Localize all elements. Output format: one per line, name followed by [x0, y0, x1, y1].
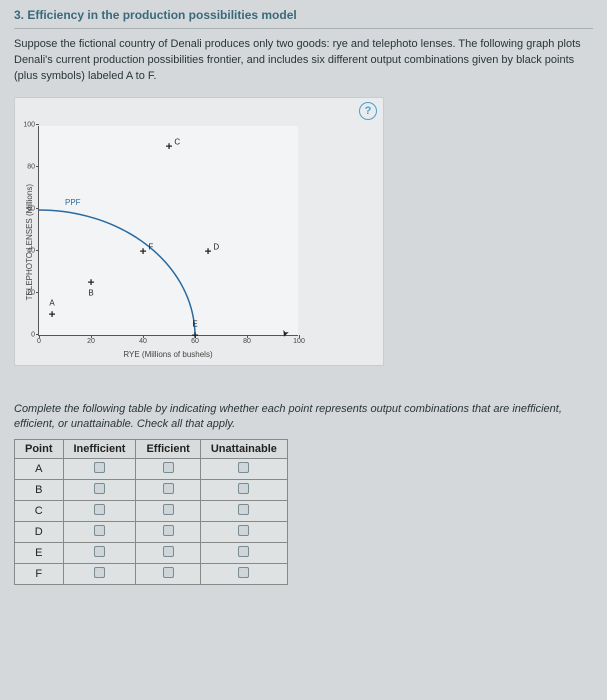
checkbox-cell: [63, 563, 136, 584]
y-tick-label: 80: [27, 163, 39, 170]
chart-inner: TELEPHOTO LENSES (Millions) ➤ 0204060801…: [25, 108, 373, 359]
checkbox[interactable]: [238, 504, 249, 515]
checkbox-cell: [200, 500, 287, 521]
row-point-label: D: [15, 521, 64, 542]
x-tick-mark: [247, 335, 248, 338]
checkbox[interactable]: [163, 546, 174, 557]
answer-table: PointInefficientEfficientUnattainable AB…: [14, 439, 288, 585]
table-row: F: [15, 563, 288, 584]
checkbox[interactable]: [163, 504, 174, 515]
y-tick-mark: [36, 166, 39, 167]
checkbox[interactable]: [163, 525, 174, 536]
y-tick-label: 20: [27, 289, 39, 296]
ppf-label: PPF: [65, 198, 81, 207]
checkbox-cell: [200, 521, 287, 542]
row-point-label: F: [15, 563, 64, 584]
ppf-curve: [39, 126, 299, 336]
checkbox[interactable]: [94, 462, 105, 473]
checkbox[interactable]: [163, 462, 174, 473]
checkbox-cell: [136, 500, 200, 521]
checkbox[interactable]: [163, 483, 174, 494]
checkbox-cell: [63, 479, 136, 500]
y-tick-label: 40: [27, 247, 39, 254]
question-title: 3. Efficiency in the production possibil…: [14, 8, 593, 29]
checkbox-cell: [200, 458, 287, 479]
table-col-header: Unattainable: [200, 439, 287, 458]
table-body: ABCDEF: [15, 458, 288, 584]
y-tick-mark: [36, 208, 39, 209]
checkbox[interactable]: [238, 462, 249, 473]
checkbox[interactable]: [238, 567, 249, 578]
checkbox[interactable]: [94, 525, 105, 536]
y-tick-label: 60: [27, 205, 39, 212]
plot-column: ➤ 020406080100020406080100PPF+A+B+C+D+E+…: [38, 126, 298, 359]
y-axis-label: TELEPHOTO LENSES (Millions): [25, 184, 34, 300]
row-point-label: B: [15, 479, 64, 500]
table-header-row: PointInefficientEfficientUnattainable: [15, 439, 288, 458]
y-tick-mark: [36, 124, 39, 125]
table-row: D: [15, 521, 288, 542]
checkbox[interactable]: [238, 525, 249, 536]
row-point-label: A: [15, 458, 64, 479]
question-body: Suppose the fictional country of Denali …: [14, 37, 593, 85]
row-point-label: C: [15, 500, 64, 521]
checkbox[interactable]: [238, 483, 249, 494]
row-point-label: E: [15, 542, 64, 563]
table-col-header: Inefficient: [63, 439, 136, 458]
checkbox[interactable]: [94, 546, 105, 557]
checkbox-cell: [200, 542, 287, 563]
plot-area[interactable]: ➤ 020406080100020406080100PPF+A+B+C+D+E+…: [38, 126, 298, 336]
checkbox[interactable]: [94, 567, 105, 578]
checkbox[interactable]: [238, 546, 249, 557]
checkbox-cell: [63, 458, 136, 479]
y-tick-label: 100: [23, 121, 39, 128]
x-axis-label: RYE (Millions of bushels): [123, 350, 212, 359]
checkbox-cell: [200, 479, 287, 500]
checkbox-cell: [200, 563, 287, 584]
checkbox[interactable]: [94, 504, 105, 515]
checkbox-cell: [136, 521, 200, 542]
checkbox-cell: [63, 500, 136, 521]
table-row: B: [15, 479, 288, 500]
x-tick-mark: [195, 335, 196, 338]
x-tick-mark: [143, 335, 144, 338]
help-icon[interactable]: ?: [359, 102, 377, 120]
checkbox[interactable]: [94, 483, 105, 494]
checkbox-cell: [63, 521, 136, 542]
table-col-header: Efficient: [136, 439, 200, 458]
table-row: E: [15, 542, 288, 563]
checkbox-cell: [136, 479, 200, 500]
y-tick-mark: [36, 250, 39, 251]
checkbox-cell: [136, 563, 200, 584]
chart-container: ? TELEPHOTO LENSES (Millions) ➤ 02040608…: [14, 97, 384, 366]
checkbox-cell: [63, 542, 136, 563]
checkbox-cell: [136, 458, 200, 479]
table-instructions: Complete the following table by indicati…: [14, 402, 593, 433]
x-tick-mark: [299, 335, 300, 338]
x-tick-mark: [39, 335, 40, 338]
y-tick-mark: [36, 292, 39, 293]
checkbox-cell: [136, 542, 200, 563]
checkbox[interactable]: [163, 567, 174, 578]
table-row: A: [15, 458, 288, 479]
table-row: C: [15, 500, 288, 521]
worksheet-page: 3. Efficiency in the production possibil…: [0, 0, 607, 700]
x-tick-mark: [91, 335, 92, 338]
table-col-header: Point: [15, 439, 64, 458]
